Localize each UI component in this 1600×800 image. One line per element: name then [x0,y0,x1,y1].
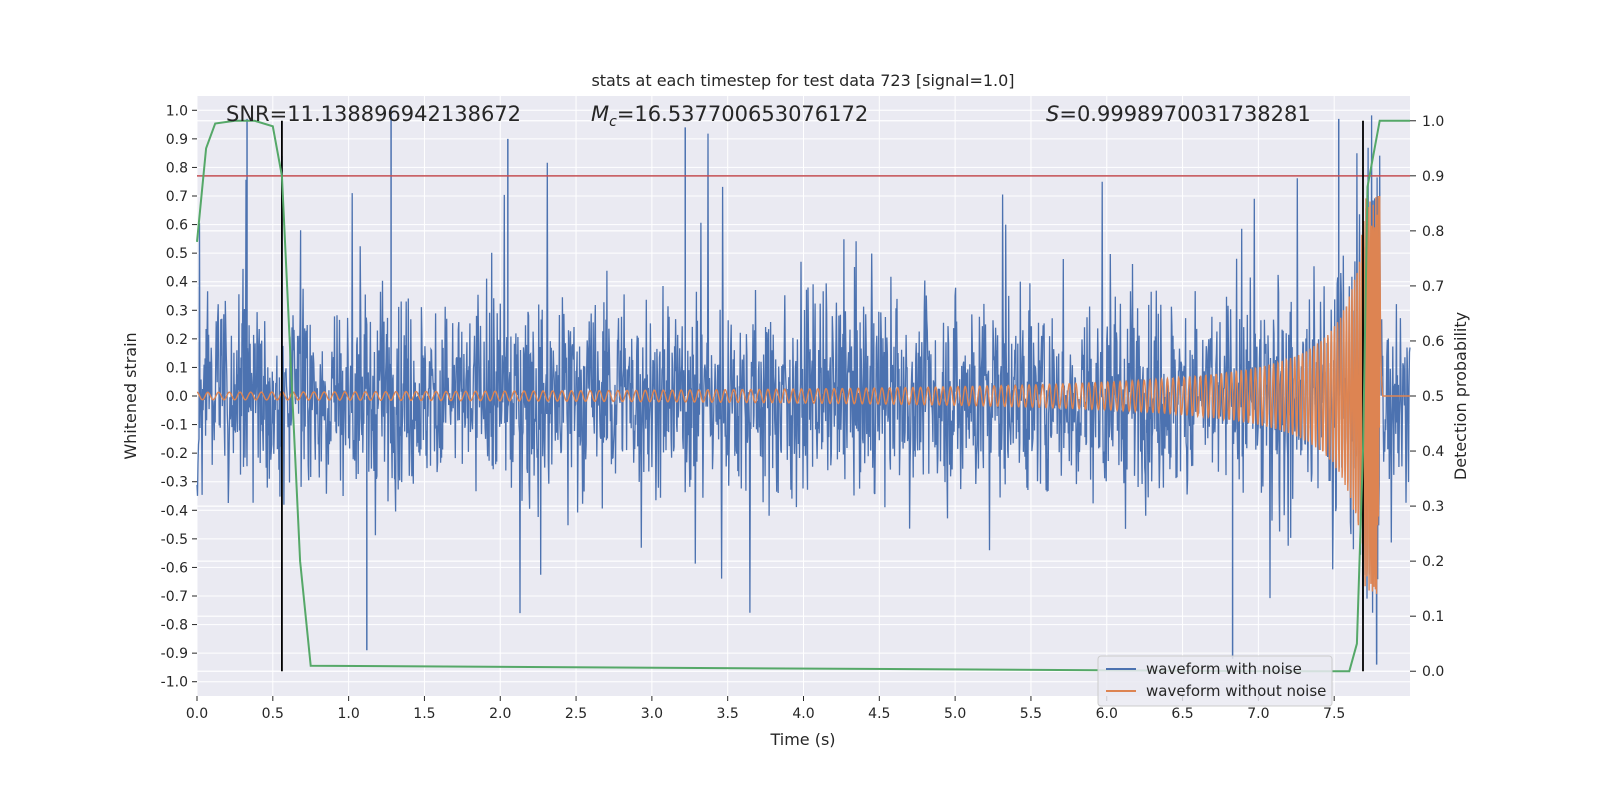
x-tick-label: 7.5 [1323,706,1345,722]
legend-label-clean: waveform without noise [1146,682,1326,700]
x-axis: 0.0 0.5 1.0 1.5 2.0 2.5 3.0 3.5 4.0 4.5 5.0 5.5 6.0 6… [186,696,1345,722]
y-tick-label: -0.1 [161,418,188,434]
x-tick-label: 4.5 [868,706,890,722]
x-tick-label: 1.0 [337,706,359,722]
x-tick-label: 3.0 [641,706,663,722]
x-tick-label: 1.5 [413,706,435,722]
y-tick-label: -1.0 [161,675,188,691]
x-tick-label: 7.0 [1247,706,1269,722]
y-tick-label: 0.4 [166,275,188,291]
y2-tick-label: 1.0 [1422,114,1444,130]
y-tick-label: 0.5 [166,246,188,262]
x-tick-label: 3.5 [717,706,739,722]
y-tick-label: -0.4 [161,503,188,519]
chart-title: stats at each timestep for test data 723… [591,71,1014,90]
y2-tick-label: 0.5 [1422,389,1444,405]
y-tick-label: -0.3 [161,475,188,491]
significance-annotation: S=0.9998970031738281 [1046,102,1311,126]
y2-axis-label: Detection probability [1451,312,1470,480]
chirp-mass-annotation: Mc=16.537700653076172 [591,102,868,130]
y2-tick-label: 0.4 [1422,444,1444,460]
x-tick-label: 0.5 [262,706,284,722]
significance-value: =0.9998970031738281 [1059,102,1310,126]
y2-tick-label: 0.3 [1422,499,1444,515]
x-tick-label: 5.5 [1020,706,1042,722]
y-tick-label: -0.2 [161,446,188,462]
detection-probability-line [196,119,1410,673]
x-axis-label: Time (s) [769,730,835,749]
legend: waveform with noise waveform without noi… [1097,655,1333,707]
x-tick-label: 5.0 [944,706,966,722]
clean-waveform-line [196,195,1410,594]
y-tick-label: -0.6 [161,560,188,576]
legend-label-noise: waveform with noise [1146,660,1302,678]
y-tick-label: -0.5 [161,532,188,548]
y-tick-label: -0.8 [161,618,188,634]
y2-tick-label: 0.7 [1422,279,1444,295]
y-tick-label: 0.9 [166,132,188,148]
y-tick-label: 0.3 [166,303,188,319]
y2-tick-label: 0.2 [1422,554,1444,570]
x-tick-label: 2.5 [565,706,587,722]
y-tick-label: 1.0 [166,103,188,119]
y2-tick-label: 0.6 [1422,334,1444,350]
chirp-mass-subscript: c [609,114,617,130]
y2-tick-label: 0.8 [1422,224,1444,240]
legend-box [1097,655,1333,707]
y2-tick-label: 0.9 [1422,169,1444,185]
x-tick-label: 6.0 [1096,706,1118,722]
y-axis-label: Whitened strain [121,332,140,459]
y-tick-label: -0.7 [161,589,188,605]
y-tick-label: 0.1 [166,360,188,376]
noise-waveform-line [196,115,1411,654]
waveform-without-noise-series [196,195,1410,594]
chirp-mass-symbol: M [591,102,609,126]
y-tick-label: 0.6 [166,218,188,234]
significance-symbol: S [1046,102,1059,126]
y-tick-label: -0.9 [161,646,188,662]
overlay-lines [196,119,1410,673]
y-tick-label: 0.7 [166,189,188,205]
y-tick-label: 0.0 [166,389,188,405]
x-tick-label: 4.0 [792,706,814,722]
y2-tick-label: 0.0 [1422,664,1444,680]
y-axis-left: 1.0 0.9 0.8 0.7 0.6 0.5 0.4 0.3 0.2 0.1 0.0 -0.1 -0.… [161,103,197,691]
y2-tick-label: 0.1 [1422,609,1444,625]
y-tick-label: 0.2 [166,332,188,348]
snr-annotation: SNR=11.138896942138672 [226,102,521,126]
x-tick-label: 6.5 [1171,706,1193,722]
chirp-mass-value: =16.537700653076172 [617,102,868,126]
x-tick-label: 0.0 [186,706,208,722]
y-tick-label: 0.8 [166,160,188,176]
y-axis-right: 1.0 0.9 0.8 0.7 0.6 0.5 0.4 0.3 0.2 0.1 0.0 [1410,114,1444,680]
x-tick-label: 2.0 [489,706,511,722]
